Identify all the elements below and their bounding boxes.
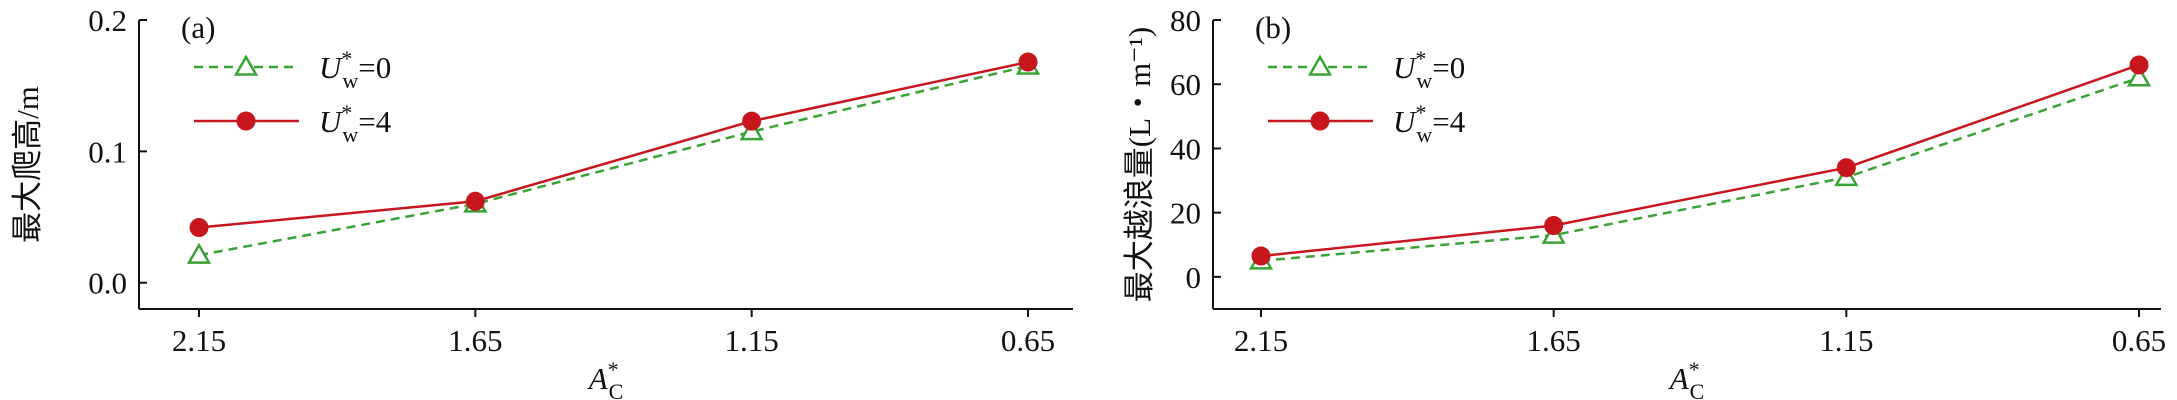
y-tick-label: 0.1 — [88, 134, 127, 169]
panel-title: (b) — [1255, 10, 1291, 45]
marker-circle — [1251, 246, 1271, 266]
x-axis-label: A* C — [1668, 357, 1705, 400]
legend-part: U — [319, 104, 344, 139]
x-tick-label: 1.15 — [1819, 323, 1873, 358]
y-tick-label: 20 — [1170, 196, 1201, 231]
marker-triangle — [2126, 65, 2152, 87]
series-line — [198, 60, 1029, 229]
legend-label: U* w=0 — [1393, 46, 1465, 93]
y-tick-label: 0.2 — [88, 3, 127, 38]
x-label-part: * — [608, 357, 619, 382]
y-tick-label: 0 — [1186, 260, 1202, 295]
x-label-part: A — [587, 361, 609, 396]
legend-part: w — [1416, 122, 1432, 147]
x-tick-label: 1.15 — [725, 323, 779, 358]
legend-label: U* w=0 — [319, 46, 391, 93]
legend-part: =4 — [1432, 104, 1465, 139]
marker-triangle — [1307, 54, 1333, 76]
x-label-part: A — [1668, 361, 1690, 396]
legend-part: U — [1393, 50, 1418, 85]
y-tick-label: 80 — [1170, 3, 1201, 38]
y-tick-label: 60 — [1170, 67, 1201, 102]
x-label-part: * — [1689, 357, 1700, 382]
series-line — [1260, 63, 2140, 258]
legend-part: * — [1415, 46, 1426, 71]
legend-part: w — [342, 122, 358, 147]
marker-triangle — [186, 242, 212, 264]
marker-circle — [1836, 158, 1856, 178]
series-line — [198, 64, 1029, 257]
marker-circle — [236, 111, 256, 131]
y-tick-label: 0.0 — [88, 266, 127, 301]
series-line — [1260, 76, 2140, 263]
legend-part: w — [1416, 68, 1432, 93]
legend-part: =0 — [1432, 50, 1465, 85]
x-tick-label: 2.15 — [1234, 323, 1288, 358]
marker-circle — [1544, 216, 1564, 236]
x-tick-label: 0.65 — [1001, 323, 1055, 358]
legend-part: U — [319, 50, 344, 85]
x-axis-label: A* C — [587, 357, 624, 400]
y-axis-label: 最大爬高/m — [10, 86, 45, 243]
marker-circle — [465, 191, 485, 211]
legend-part: w — [342, 68, 358, 93]
legend-part: * — [1415, 100, 1426, 125]
legend-part: U — [1393, 104, 1418, 139]
legend-label: U* w=4 — [319, 100, 392, 147]
legend-part: * — [341, 100, 352, 125]
y-axis-label: 最大越浪量(L・m⁻¹) — [1122, 27, 1157, 302]
marker-circle — [2129, 55, 2149, 75]
x-tick-label: 1.65 — [448, 323, 502, 358]
legend-part: =0 — [358, 50, 391, 85]
y-tick-label: 40 — [1170, 131, 1201, 166]
x-tick-label: 0.65 — [2112, 323, 2166, 358]
panel-title: (a) — [181, 10, 215, 45]
marker-circle — [189, 218, 209, 238]
marker-circle — [1018, 52, 1038, 72]
x-tick-label: 1.65 — [1527, 323, 1581, 358]
marker-triangle — [233, 54, 259, 76]
x-label-part: C — [1690, 379, 1705, 400]
legend-label: U* w=4 — [1393, 100, 1466, 147]
marker-circle — [742, 111, 762, 131]
marker-circle — [1310, 111, 1330, 131]
x-tick-label: 2.15 — [172, 323, 226, 358]
legend-part: * — [341, 46, 352, 71]
legend-part: =4 — [358, 104, 391, 139]
x-label-part: C — [609, 379, 624, 400]
